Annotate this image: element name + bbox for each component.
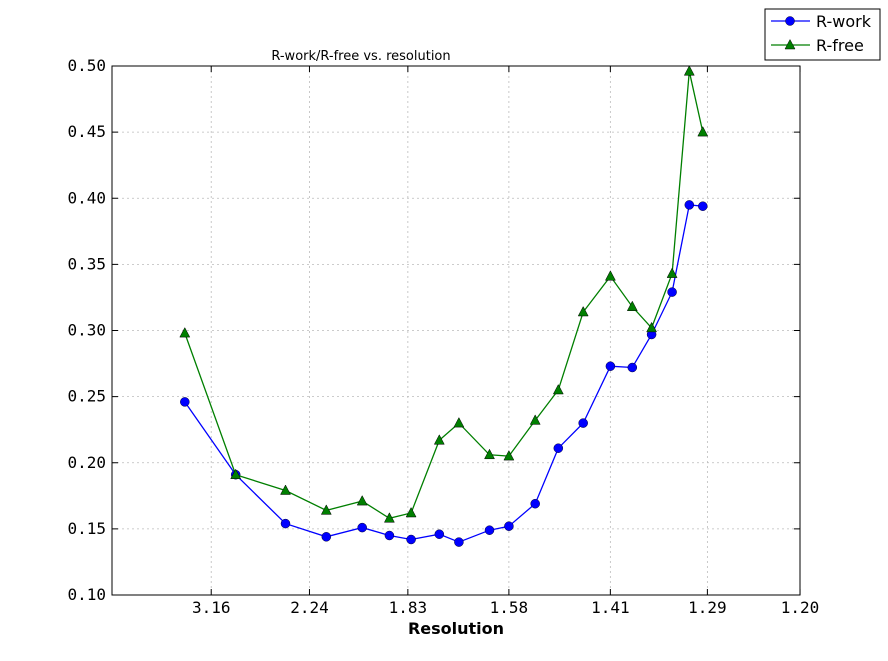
legend-rfree-marker — [784, 38, 796, 50]
r-free-line — [184, 71, 704, 519]
x-tick-label: 1.29 — [688, 598, 727, 617]
r-free-point — [320, 504, 332, 515]
y-tick-label: 0.35 — [67, 254, 106, 273]
r-work-point — [667, 287, 677, 297]
y-tick-label: 0.45 — [67, 122, 106, 141]
x-tick-label: 3.16 — [192, 598, 231, 617]
x-tick-label: 1.20 — [781, 598, 820, 617]
x-axis-label: Resolution — [408, 619, 504, 638]
r-work-point — [484, 525, 495, 535]
r-work-point — [406, 534, 416, 545]
legend-rwork-label: R-work — [816, 12, 872, 31]
legend: R-work R-free — [764, 8, 881, 61]
r-free-point — [503, 450, 515, 461]
r-work-point — [578, 418, 588, 428]
r-free-point — [666, 267, 678, 278]
y-tick-label: 0.15 — [67, 519, 106, 538]
r-work-point — [321, 532, 332, 542]
r-work-point — [698, 201, 708, 211]
r-free-point — [529, 414, 541, 425]
r-free-point — [577, 305, 589, 317]
y-tick-label: 0.30 — [67, 321, 106, 340]
legend-rfree-label: R-free — [816, 36, 864, 55]
series-layer — [179, 65, 709, 547]
x-tick-label: 1.83 — [389, 598, 428, 617]
r-free-point — [604, 270, 616, 281]
r-free-point — [179, 327, 191, 338]
x-tick-label: 1.41 — [591, 598, 630, 617]
r-free-point — [433, 434, 445, 445]
chart-title: R-work/R-free vs. resolution — [271, 49, 450, 64]
y-tick-label: 0.50 — [67, 56, 106, 75]
r-free-point — [383, 512, 395, 523]
r-free-point — [484, 448, 495, 460]
r-work-point — [605, 361, 616, 371]
r-work-point — [627, 362, 638, 373]
r-free-point — [356, 495, 368, 506]
r-free-point — [280, 484, 291, 495]
r-work-point — [434, 529, 445, 539]
r-free-point — [552, 383, 564, 395]
axis-ticks: 0.10 0.15 0.20 0.25 0.30 0.35 0.40 0.45 0.50 3.16… — [67, 56, 819, 617]
r-free-point — [626, 300, 638, 311]
r-work-point — [530, 498, 540, 509]
r-work-point — [384, 530, 395, 541]
r-free-point — [646, 321, 658, 333]
y-tick-label: 0.40 — [67, 188, 106, 207]
legend-rwork-marker — [785, 16, 795, 26]
r-free-point — [453, 417, 465, 428]
r-work-point — [684, 200, 695, 210]
x-tick-label: 2.24 — [290, 598, 329, 617]
r-work-point — [553, 443, 564, 453]
r-free-point — [230, 468, 242, 479]
r-work-point — [180, 397, 190, 407]
y-tick-label: 0.20 — [67, 453, 106, 472]
r-work-point — [454, 537, 464, 547]
r-free-point — [697, 126, 709, 137]
r-work-point — [280, 518, 291, 529]
r-free-point — [683, 65, 695, 76]
r-work-line — [184, 204, 703, 543]
r-free-point — [405, 506, 417, 518]
x-tick-label: 1.58 — [490, 598, 529, 617]
grid-lines — [112, 66, 800, 595]
r-work-point — [357, 522, 367, 533]
r-work-point — [504, 521, 514, 531]
y-tick-label: 0.25 — [67, 387, 106, 406]
y-tick-label: 0.10 — [67, 585, 106, 604]
legend-frame — [764, 8, 881, 61]
